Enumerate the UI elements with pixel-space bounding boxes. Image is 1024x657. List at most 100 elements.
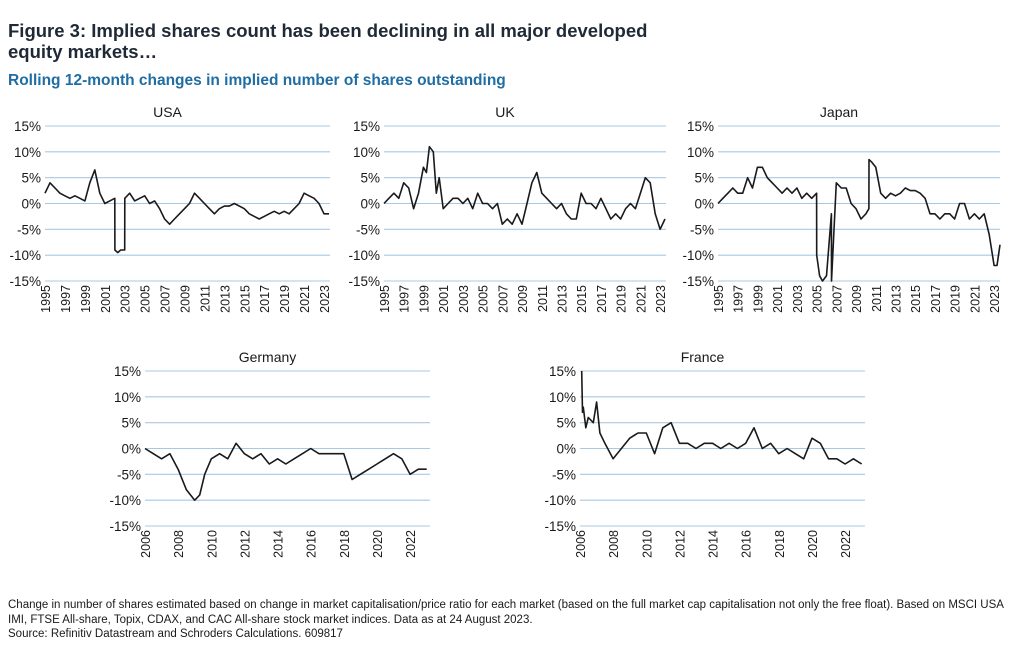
chart0-ytick-label: 10% bbox=[14, 145, 41, 160]
chart0-ytick-label: 15% bbox=[14, 119, 41, 134]
chart4-ytick-label: 15% bbox=[549, 364, 576, 379]
chart1-xtick-label: 1995 bbox=[378, 285, 392, 313]
chart1-xtick-label: 2007 bbox=[496, 285, 510, 313]
chart4-xtick-label: 2008 bbox=[607, 530, 621, 558]
chart3-xtick-label: 2016 bbox=[305, 530, 319, 558]
chart3-xtick-label: 2020 bbox=[371, 530, 385, 558]
chart3-xtick-label: 2010 bbox=[205, 530, 219, 558]
chart-japan: Japan 15% 10% 5% 0% -5% -10% -15%1995 1997 1999 20… bbox=[682, 104, 1002, 313]
chart2-series-line bbox=[717, 158, 1001, 282]
chart1-series-line bbox=[383, 145, 666, 231]
chart1-xtick-label: 2017 bbox=[595, 285, 609, 313]
footnote-source: Source: Refinitiv Datastream and Schrode… bbox=[8, 628, 343, 640]
chart4-title: France bbox=[681, 349, 725, 365]
chart1-title: UK bbox=[495, 104, 515, 120]
chart4-ytick-label: -15% bbox=[544, 519, 576, 534]
chart2-xtick-label: 2001 bbox=[771, 285, 785, 313]
chart0-xtick-label: 2001 bbox=[99, 285, 113, 313]
chart4-ytick-label: 10% bbox=[549, 390, 576, 405]
chart0-ytick-label: -5% bbox=[17, 222, 41, 237]
chart2-title: Japan bbox=[820, 104, 858, 120]
chart0-xtick-label: 2013 bbox=[218, 285, 232, 313]
chart2-xtick-label: 2015 bbox=[909, 285, 923, 313]
chart3-xtick-label: 2006 bbox=[139, 530, 153, 558]
chart4-xtick-label: 2020 bbox=[806, 530, 820, 558]
chart1-ytick-label: 10% bbox=[353, 145, 380, 160]
chart1-ytick-label: 0% bbox=[360, 197, 380, 212]
chart2-xtick-label: 2013 bbox=[889, 285, 903, 313]
chart2-ytick-label: -5% bbox=[690, 222, 714, 237]
chart2-xtick-label: 2005 bbox=[811, 285, 825, 313]
chart1-ytick-label: 5% bbox=[360, 171, 380, 186]
chart2-ytick-label: -10% bbox=[682, 248, 714, 263]
chart2-xtick-label: 2007 bbox=[830, 285, 844, 313]
chart0-xtick-label: 1999 bbox=[79, 285, 93, 313]
chart3-ytick-label: 15% bbox=[114, 364, 141, 379]
chart2-xtick-label: 1995 bbox=[712, 285, 726, 313]
chart-usa: USA 15% 10% 5% 0% -5% -10% -15%1995 1997 1999 2001… bbox=[9, 104, 332, 313]
chart1-xtick-label: 2011 bbox=[536, 285, 550, 312]
chart1-xtick-label: 2021 bbox=[634, 285, 648, 313]
chart0-ytick-label: -15% bbox=[9, 274, 41, 289]
chart0-xtick-label: 2015 bbox=[238, 285, 252, 313]
chart0-xtick-label: 2007 bbox=[159, 285, 173, 313]
chart2-xtick-label: 2017 bbox=[929, 285, 943, 313]
chart2-ytick-label: -15% bbox=[682, 274, 714, 289]
chart0-xtick-label: 2021 bbox=[298, 285, 312, 313]
chart2-xtick-label: 1999 bbox=[751, 285, 765, 313]
chart3-ytick-label: 5% bbox=[121, 416, 141, 431]
chart4-xtick-label: 2018 bbox=[773, 530, 787, 558]
chart1-xtick-label: 2003 bbox=[457, 285, 471, 313]
chart1-xtick-label: 2001 bbox=[437, 285, 451, 313]
chart-uk: UK 15% 10% 5% 0% -5% -10% -15%1995 1997 1999 2001 2… bbox=[348, 104, 668, 313]
chart4-ytick-label: 5% bbox=[556, 416, 576, 431]
chart0-xtick-label: 2019 bbox=[278, 285, 292, 313]
chart4-ytick-label: -5% bbox=[552, 467, 576, 482]
chart1-xtick-label: 2023 bbox=[654, 285, 668, 313]
chart4-xtick-label: 2022 bbox=[839, 530, 853, 558]
figure-title: Figure 3: Implied shares count has been … bbox=[8, 20, 648, 62]
chart1-ytick-label: -15% bbox=[348, 274, 380, 289]
chart0-xtick-label: 2011 bbox=[198, 285, 212, 312]
chart4-xtick-label: 2006 bbox=[574, 530, 588, 558]
chart4-series-line bbox=[580, 370, 863, 465]
chart0-xtick-label: 2023 bbox=[318, 285, 332, 313]
chart2-xtick-label: 2009 bbox=[850, 285, 864, 313]
chart4-xtick-label: 2014 bbox=[707, 530, 721, 558]
chart2-xtick-label: 1997 bbox=[732, 285, 746, 313]
chart3-xtick-label: 2012 bbox=[238, 530, 252, 558]
chart3-ytick-label: -10% bbox=[109, 493, 141, 508]
chart1-xtick-label: 1999 bbox=[417, 285, 431, 313]
chart0-ytick-label: -10% bbox=[9, 248, 41, 263]
chart0-xtick-label: 2017 bbox=[258, 285, 272, 313]
chart3-ytick-label: 10% bbox=[114, 390, 141, 405]
chart2-ytick-label: 5% bbox=[694, 171, 714, 186]
chart2-xtick-label: 2023 bbox=[988, 285, 1002, 313]
chart3-xtick-label: 2018 bbox=[338, 530, 352, 558]
chart4-xtick-label: 2012 bbox=[673, 530, 687, 558]
chart2-xtick-label: 2021 bbox=[968, 285, 982, 313]
chart0-series-line bbox=[44, 169, 329, 254]
chart1-xtick-label: 2013 bbox=[555, 285, 569, 313]
chart3-title: Germany bbox=[239, 349, 297, 365]
chart-germany: Germany 15% 10% 5% 0% -5% -10% -15%2006 2008 2010… bbox=[109, 349, 430, 558]
chart0-xtick-label: 2003 bbox=[119, 285, 133, 313]
chart1-xtick-label: 2015 bbox=[575, 285, 589, 313]
chart4-ytick-label: -10% bbox=[544, 493, 576, 508]
chart1-xtick-label: 2009 bbox=[516, 285, 530, 313]
chart1-ytick-label: -5% bbox=[356, 222, 380, 237]
chart4-xtick-label: 2016 bbox=[740, 530, 754, 558]
chart0-xtick-label: 2005 bbox=[139, 285, 153, 313]
chart1-xtick-label: 2019 bbox=[615, 285, 629, 313]
chart2-xtick-label: 2003 bbox=[791, 285, 805, 313]
figure-subtitle: Rolling 12-month changes in implied numb… bbox=[8, 72, 506, 89]
chart3-xtick-label: 2022 bbox=[404, 530, 418, 558]
chart2-xtick-label: 2019 bbox=[949, 285, 963, 313]
footnote-description: Change in number of shares estimated bas… bbox=[8, 599, 1004, 626]
chart0-ytick-label: 0% bbox=[21, 197, 41, 212]
chart0-title: USA bbox=[153, 104, 182, 120]
chart0-xtick-label: 1997 bbox=[59, 285, 73, 313]
chart4-xtick-label: 2010 bbox=[640, 530, 654, 558]
chart-france: France 15% 10% 5% 0% -5% -10% -15%2006 2008 2010 2… bbox=[544, 349, 865, 558]
footnote: Change in number of shares estimated bas… bbox=[8, 598, 1008, 642]
